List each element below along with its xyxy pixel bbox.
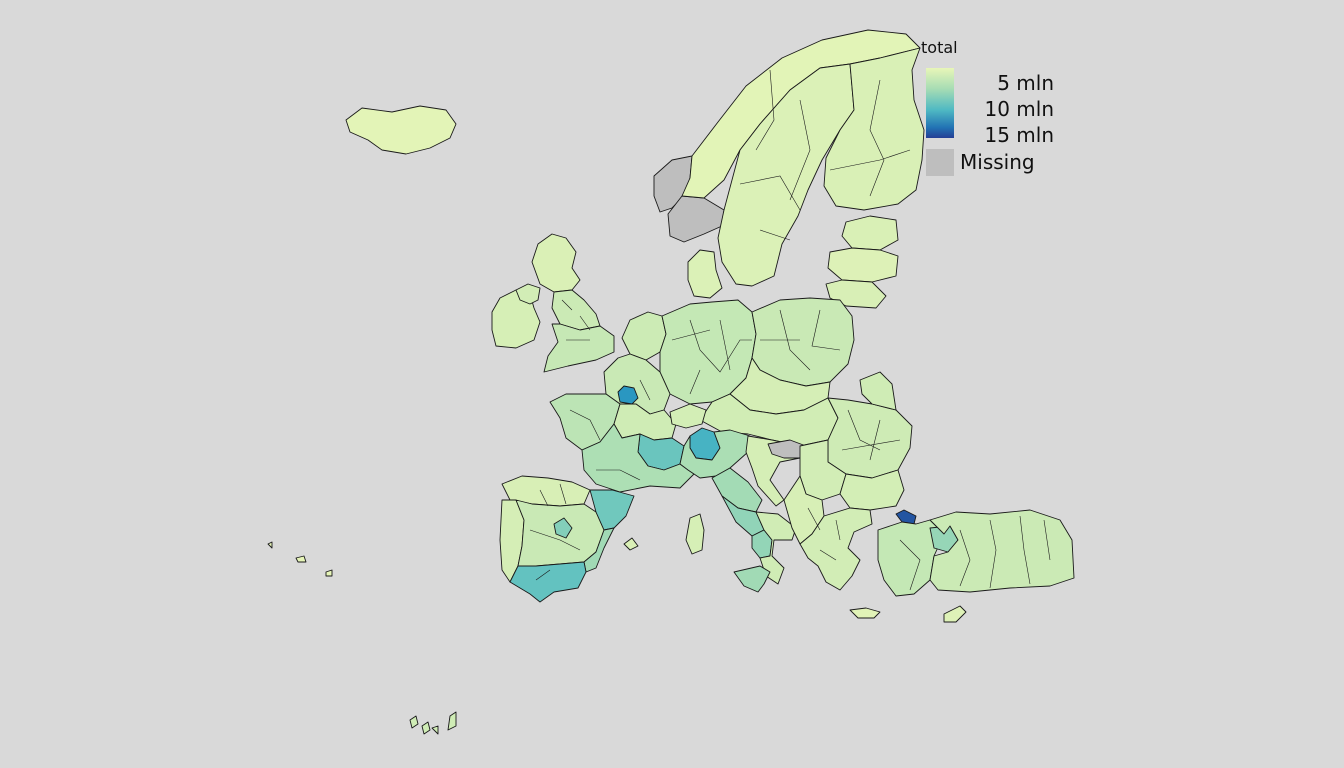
region-latvia[interactable] xyxy=(827,247,899,283)
region-ireland[interactable] xyxy=(491,289,541,349)
legend-missing-label: Missing xyxy=(960,150,1035,174)
region-ile-de-france[interactable] xyxy=(617,385,639,405)
region-benelux[interactable] xyxy=(621,311,667,361)
region-moldova-east[interactable] xyxy=(859,371,897,411)
region-estonia[interactable] xyxy=(841,215,899,251)
region-crete[interactable] xyxy=(849,607,881,619)
region-norway-south[interactable] xyxy=(667,195,725,243)
legend-tick-10mln: 10 mln xyxy=(984,97,1054,121)
region-madrid[interactable] xyxy=(553,517,573,539)
region-iceland[interactable] xyxy=(345,105,457,155)
region-sweden[interactable] xyxy=(717,63,855,287)
region-finland[interactable] xyxy=(823,47,925,211)
legend-title: total xyxy=(921,38,958,57)
region-denmark[interactable] xyxy=(687,249,723,299)
region-balearic[interactable] xyxy=(623,537,639,551)
region-canary-islands[interactable] xyxy=(409,711,457,735)
region-northern-ireland[interactable] xyxy=(515,283,541,305)
region-poland[interactable] xyxy=(751,297,855,387)
region-scotland[interactable] xyxy=(531,233,581,293)
region-italy-north[interactable] xyxy=(679,429,751,479)
region-switzerland[interactable] xyxy=(669,403,707,429)
region-cyprus[interactable] xyxy=(943,605,967,623)
region-andalusia[interactable] xyxy=(509,561,587,603)
region-turkey-east[interactable] xyxy=(929,509,1075,593)
region-serbia[interactable] xyxy=(799,439,847,501)
region-catalonia[interactable] xyxy=(589,489,635,531)
legend-colorbar xyxy=(926,68,954,138)
legend-tick-15mln: 15 mln xyxy=(984,123,1054,147)
region-valencia[interactable] xyxy=(583,527,615,573)
subregion-borders xyxy=(529,69,1051,591)
region-azores[interactable] xyxy=(267,541,333,577)
region-romania[interactable] xyxy=(827,397,913,479)
legend-tick-5mln: 5 mln xyxy=(997,71,1054,95)
region-istanbul[interactable] xyxy=(895,509,917,525)
region-england-south[interactable] xyxy=(543,323,615,373)
legend-missing-swatch xyxy=(926,149,954,176)
region-france-south[interactable] xyxy=(581,423,695,493)
region-sardinia[interactable] xyxy=(685,513,705,555)
region-sicily[interactable] xyxy=(733,565,771,593)
region-greece[interactable] xyxy=(799,507,873,591)
